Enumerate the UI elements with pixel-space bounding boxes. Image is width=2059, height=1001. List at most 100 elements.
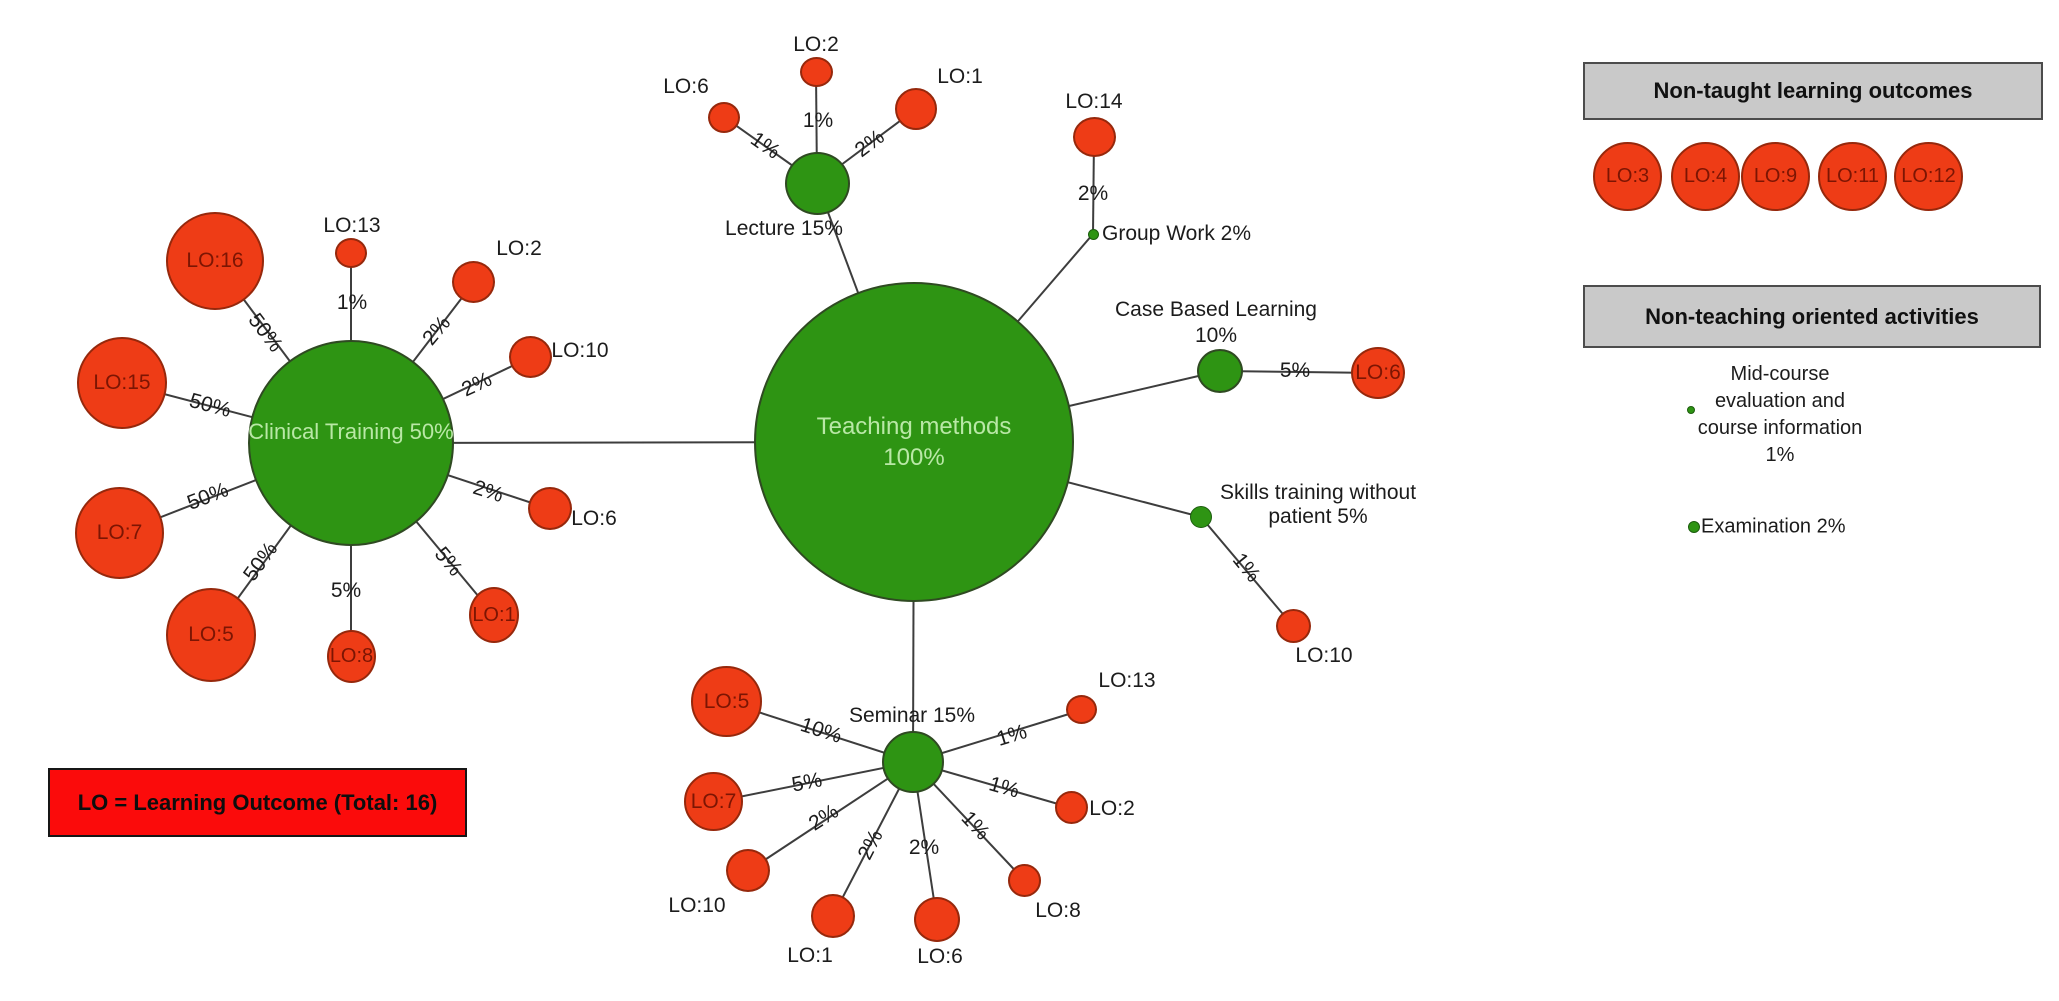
node-lo15-clinical: LO:15 [77,337,167,429]
label-lo1-lecture: LO:1 [937,65,983,88]
lo11-label: LO:11 [1826,165,1879,187]
lo9-label: LO:9 [1753,165,1798,187]
non-teaching-header: Non-teaching oriented activities [1583,285,2041,348]
lo4-label: LO:4 [1683,165,1728,187]
lo5-seminar-label: LO:5 [703,689,750,713]
lo12-label: LO:12 [1901,165,1956,187]
node-lo16-clinical: LO:16 [166,212,264,310]
node-lo10-clinical [509,336,552,378]
non-taught-title: Non-taught learning outcomes [1653,78,1973,103]
label-lo6-clinical: LO:6 [571,507,617,530]
node-lo11-nontaught: LO:11 [1818,142,1887,211]
node-group-work [1088,229,1099,240]
label-lo2-seminar: LO:2 [1089,797,1135,820]
midcourse-evaluation-text: Mid-course evaluation and course informa… [1698,361,1863,469]
label-lo13-clinical: LO:13 [323,214,381,237]
node-lecture [785,152,850,215]
node-lo6-casebased: LO:6 [1351,347,1405,399]
node-lo10-skills [1276,609,1311,643]
edge-label-clinical-lo13: 1% [336,291,368,314]
node-lo2-lecture [800,57,833,87]
label-lo14-groupwork: LO:14 [1065,90,1123,113]
label-lo8-seminar: LO:8 [1035,899,1081,922]
edge-label-groupwork-lo14: 2% [1077,182,1109,205]
node-lo1-seminar [811,894,855,938]
node-teaching-methods: Teaching methods 100% [754,282,1074,602]
label-case-based-learning: Case Based Learning [1115,298,1317,321]
lo15-label: LO:15 [93,371,151,394]
examination-text: Examination 2% [1701,515,1846,538]
edge-label-seminar-lo6: 2% [908,836,940,859]
label-lo6-lecture: LO:6 [663,75,709,98]
edge-label-casebased-lo6: 5% [1279,359,1311,382]
node-lo13-clinical [335,238,367,268]
lo8-clinical-label: LO:8 [329,645,374,667]
node-skills-training [1190,506,1212,528]
edge-label-lecture-lo2: 1% [802,109,834,132]
label-group-work: Group Work 2% [1102,222,1251,245]
label-lo6-seminar: LO:6 [917,945,963,968]
non-teaching-title: Non-teaching oriented activities [1645,303,1979,329]
teaching-methods-label-line1: Teaching methods [816,412,1012,440]
label-case-based-pct: 10% [1194,324,1238,347]
node-lo12-nontaught: LO:12 [1894,142,1963,211]
node-seminar [882,731,944,793]
edge-skills-lo10 [1200,516,1294,627]
teaching-methods-label-line2: 100% [883,444,945,471]
node-lo3-nontaught: LO:3 [1593,142,1662,211]
label-lo10-seminar: LO:10 [668,894,726,917]
node-lo1-clinical: LO:1 [469,587,519,643]
node-case-based-learning [1197,349,1243,393]
node-lo7-clinical: LO:7 [75,487,164,579]
node-lo6-clinical [528,487,572,530]
node-midcourse-evaluation [1687,406,1695,414]
label-lo10-clinical: LO:10 [551,339,609,362]
edge-seminar-lo7 [713,761,914,803]
clinical-training-label: Clinical Training 50% [248,419,454,444]
node-lo5-clinical: LO:5 [166,588,256,682]
node-lo5-seminar: LO:5 [691,666,762,737]
lo6-casebased-label: LO:6 [1355,361,1401,384]
node-lo13-seminar [1066,695,1097,724]
legend-text: LO = Learning Outcome (Total: 16) [77,789,438,815]
lo5-clinical-label: LO:5 [188,623,234,646]
edge-label-clinical-lo8: 5% [330,579,362,602]
label-lo2-lecture: LO:2 [793,33,839,56]
node-lo2-seminar [1055,791,1088,824]
node-lo2-clinical [452,261,495,303]
lo1-clinical-label: LO:1 [472,603,516,626]
node-lo4-nontaught: LO:4 [1671,142,1740,211]
lo16-label: LO:16 [186,249,244,272]
non-taught-header: Non-taught learning outcomes [1583,62,2043,120]
midcourse-line4: 1% [1765,444,1795,466]
node-lo8-clinical: LO:8 [327,630,376,683]
label-skills-training-line1: Skills training without [1219,481,1417,504]
node-lo8-seminar [1008,864,1041,897]
lo7-seminar-label: LO:7 [690,789,737,813]
midcourse-line2: evaluation and [1714,390,1846,412]
node-examination [1688,521,1700,533]
label-seminar: Seminar 15% [848,704,976,727]
edge-seminar-lo10 [747,761,914,872]
label-lo13-seminar: LO:13 [1098,669,1156,692]
lo3-label: LO:3 [1605,165,1650,187]
node-lo7-seminar: LO:7 [684,772,743,831]
node-lo14-groupwork [1073,117,1116,157]
node-lo1-lecture [895,88,937,130]
label-lo10-skills: LO:10 [1295,644,1353,667]
node-clinical-training: Clinical Training 50% [248,340,454,546]
midcourse-line3: course information [1697,417,1863,439]
node-lo9-nontaught: LO:9 [1741,142,1810,211]
teaching-methods-label: Teaching methods 100% [817,411,1012,473]
node-lo10-seminar [726,849,770,892]
label-skills-training-line2: patient 5% [1268,505,1368,528]
label-lecture: Lecture 15% [725,217,843,240]
midcourse-line1: Mid-course [1730,363,1830,385]
label-lo1-seminar: LO:1 [787,944,833,967]
label-lo2-clinical: LO:2 [496,237,542,260]
node-lo6-seminar [914,897,960,942]
node-lo6-lecture [708,102,740,133]
legend-box: LO = Learning Outcome (Total: 16) [48,768,467,837]
lo7-clinical-label: LO:7 [96,521,143,544]
